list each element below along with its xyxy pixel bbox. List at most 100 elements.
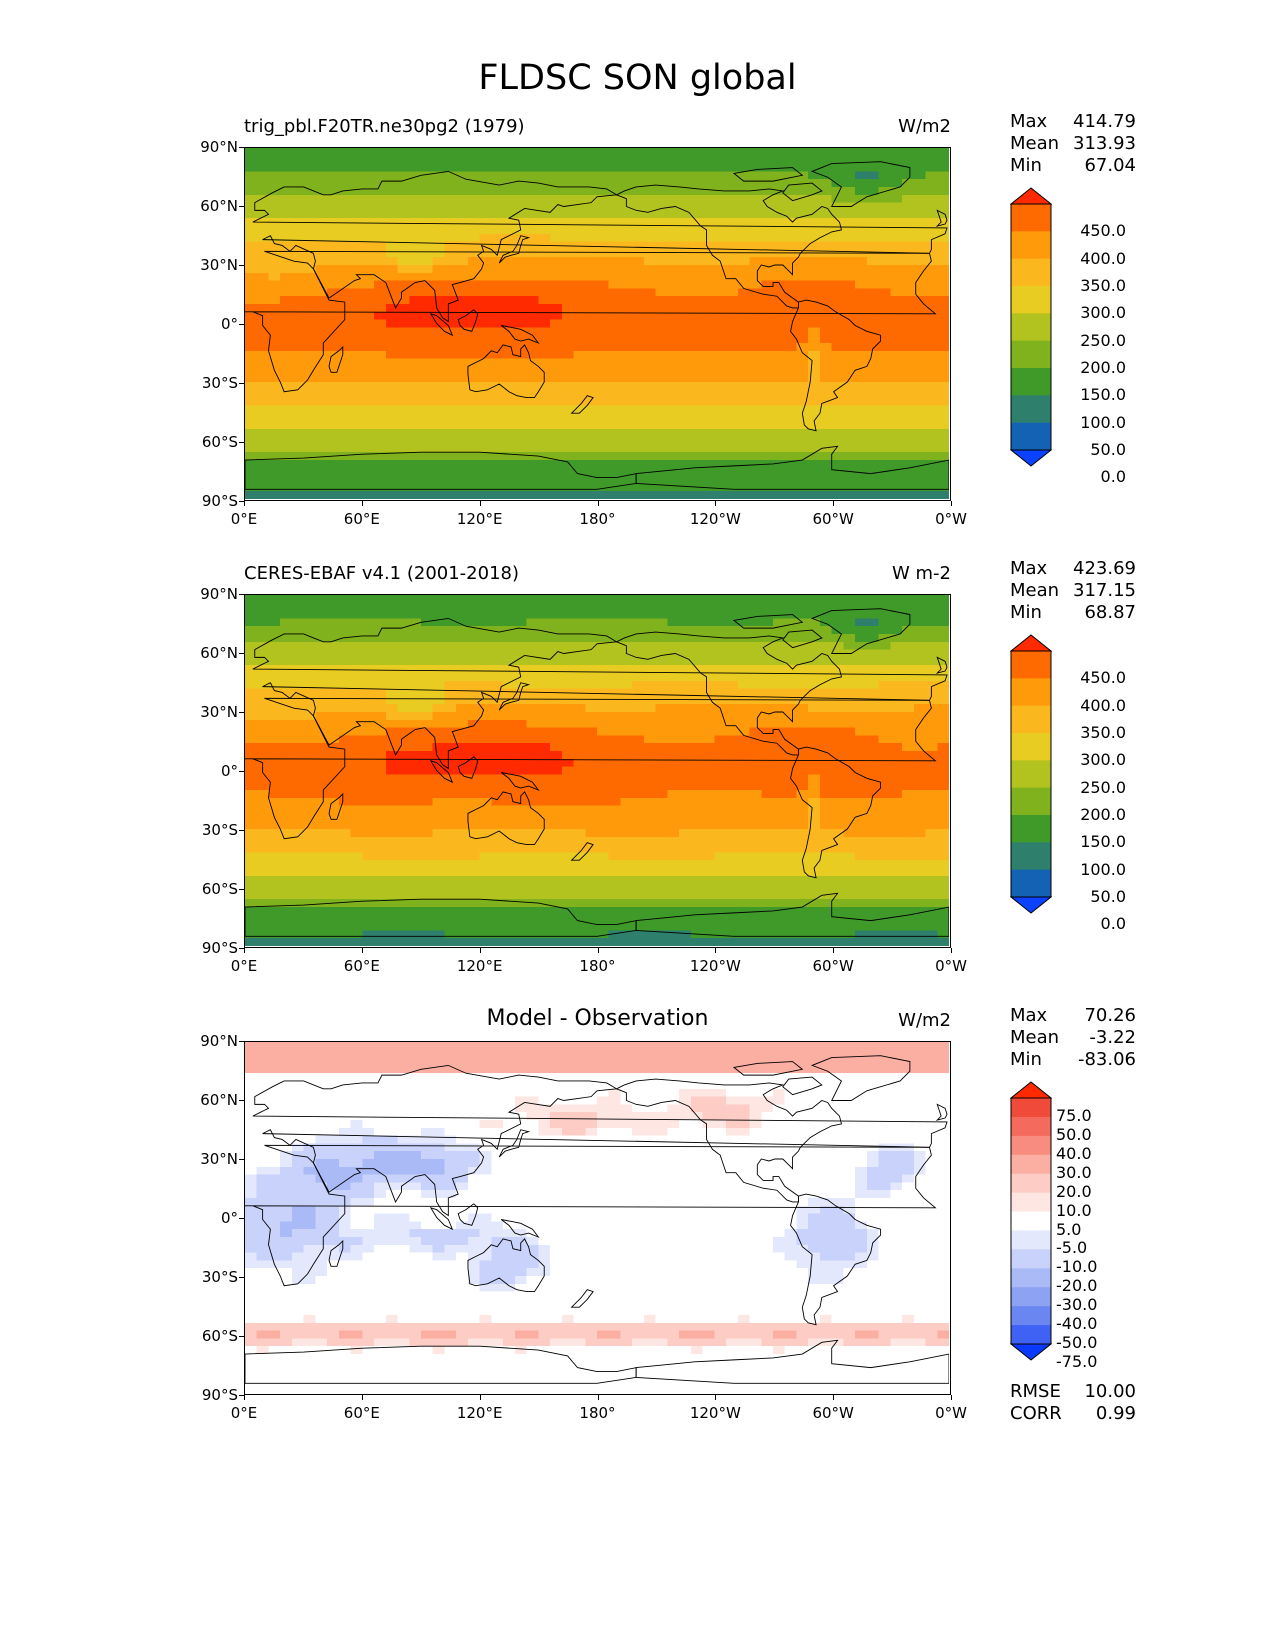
stat-value: 70.26 xyxy=(1084,1005,1136,1026)
lon-tick xyxy=(361,948,363,953)
lat-tick-label: 60°S xyxy=(201,433,238,451)
lat-tick xyxy=(239,383,244,384)
colorbar-label: 400.0 xyxy=(1080,695,1126,715)
colorbar-label: 0.0 xyxy=(1100,914,1126,934)
lat-tick xyxy=(239,324,244,325)
lon-tick-label: 120°E xyxy=(456,1404,503,1422)
stat-label: Mean xyxy=(1010,1027,1060,1048)
lon-tick xyxy=(479,1395,481,1400)
colorbar-extend-min xyxy=(1010,449,1052,467)
coastline-africa xyxy=(245,697,937,840)
coastline-newguinea xyxy=(500,1219,540,1239)
coastline-southamerica xyxy=(790,1193,882,1326)
colorbar-segment xyxy=(1011,1325,1051,1345)
stat-label: Min xyxy=(1010,602,1042,623)
stat-label: Max xyxy=(1010,111,1048,132)
stat-value: 67.04 xyxy=(1084,155,1136,176)
stat-row: Mean 317.15 xyxy=(1010,580,1136,602)
coastline-eurasia xyxy=(252,170,948,323)
lat-tick xyxy=(239,653,244,654)
colorbar-label: 200.0 xyxy=(1080,358,1126,377)
panel-title: Model - Observation xyxy=(486,1006,709,1031)
coastline-australia xyxy=(467,791,545,846)
lon-tick-label: 120°E xyxy=(456,510,503,528)
stat-value: 414.79 xyxy=(1073,111,1136,132)
stat-row: Max 70.26 xyxy=(1010,1005,1136,1027)
lat-tick xyxy=(239,442,244,443)
lon-tick xyxy=(833,501,835,506)
lon-tick-label: 120°W xyxy=(689,510,741,528)
coastline-antarctica_a xyxy=(245,898,637,937)
stat-label: Mean xyxy=(1010,133,1060,154)
stat-label: Max xyxy=(1010,558,1048,579)
colorbar-label: -10.0 xyxy=(1056,1257,1098,1277)
colorbar-segment xyxy=(1011,1306,1051,1326)
coastline-africa xyxy=(245,250,937,393)
colorbar-segment xyxy=(1011,733,1051,761)
lat-tick xyxy=(239,594,244,595)
coastline-greenland xyxy=(810,608,911,654)
figure-title: FLDSC SON global xyxy=(478,58,797,98)
colorbar-label: -5.0 xyxy=(1056,1238,1088,1258)
lat-tick-label: 30°N xyxy=(200,1150,238,1168)
colorbar-label: 300.0 xyxy=(1080,303,1126,323)
colorbar-segment xyxy=(1011,869,1051,898)
colorbar-label: 200.0 xyxy=(1080,805,1126,824)
colorbar-segment xyxy=(1011,842,1051,871)
lon-tick-label: 0°E xyxy=(230,1404,258,1422)
colorbar-segment xyxy=(1011,231,1051,260)
map-canvas xyxy=(245,595,949,946)
coastline-uk xyxy=(935,209,948,227)
lon-tick-label: 0°W xyxy=(935,1404,967,1422)
lat-tick-label: 30°N xyxy=(200,703,238,721)
stat-value: -83.06 xyxy=(1077,1049,1136,1070)
stat-row: Min -83.06 xyxy=(1010,1049,1136,1071)
colorbar-segment xyxy=(1011,313,1051,342)
lon-tick xyxy=(361,1395,363,1400)
colorbar-segment xyxy=(1011,678,1051,707)
lon-tick xyxy=(833,948,835,953)
coastline-sumatra xyxy=(429,312,454,337)
coastline-madagascar xyxy=(328,1239,344,1267)
lat-tick xyxy=(239,206,244,207)
lat-tick-label: 0° xyxy=(220,315,238,333)
coastline-sumatra xyxy=(429,759,454,784)
colorbar-segment xyxy=(1011,815,1051,843)
lat-tick xyxy=(239,265,244,266)
stat-label: Min xyxy=(1010,155,1042,176)
colorbar-label: 150.0 xyxy=(1080,832,1126,852)
colorbar-segment xyxy=(1011,1192,1051,1213)
lon-tick xyxy=(244,1395,245,1400)
coastline-japan xyxy=(498,1129,531,1158)
coastline-northamerica xyxy=(615,184,843,309)
stat-value: 313.93 xyxy=(1073,133,1136,154)
lat-tick-label: 90°S xyxy=(201,492,238,510)
stat-row: Max 414.79 xyxy=(1010,111,1136,133)
colorbar-segment xyxy=(1011,1287,1051,1307)
lat-tick xyxy=(239,1100,244,1101)
coastline-newzealand xyxy=(570,395,594,414)
lat-tick xyxy=(239,1395,244,1396)
coastline-antarctica_a xyxy=(245,1345,637,1384)
lat-tick-label: 60°S xyxy=(201,1327,238,1345)
coastline-borneo xyxy=(457,309,479,332)
stat-label: Max xyxy=(1010,1005,1048,1026)
units-label: W m-2 xyxy=(891,563,951,584)
coastline-arctic_isl xyxy=(732,1061,804,1076)
lat-tick-label: 0° xyxy=(220,1209,238,1227)
coastline-northamerica xyxy=(615,631,843,756)
metric-label: RMSE xyxy=(1010,1381,1061,1402)
colorbar-segment xyxy=(1011,1211,1051,1231)
lon-tick-label: 60°W xyxy=(812,957,854,975)
lon-tick-label: 0°E xyxy=(230,957,258,975)
lat-tick xyxy=(239,771,244,772)
coastline-uk xyxy=(935,656,948,674)
lat-tick xyxy=(239,1159,244,1160)
coastline-southamerica xyxy=(790,299,882,432)
coastline-madagascar xyxy=(328,792,344,820)
colorbar-segment xyxy=(1011,1154,1051,1175)
metric-row: RMSE 10.00 xyxy=(1010,1381,1136,1403)
lon-tick-label: 60°E xyxy=(343,1404,380,1422)
coastline-antarctica_a xyxy=(245,451,637,490)
contour-field xyxy=(245,1042,949,1393)
